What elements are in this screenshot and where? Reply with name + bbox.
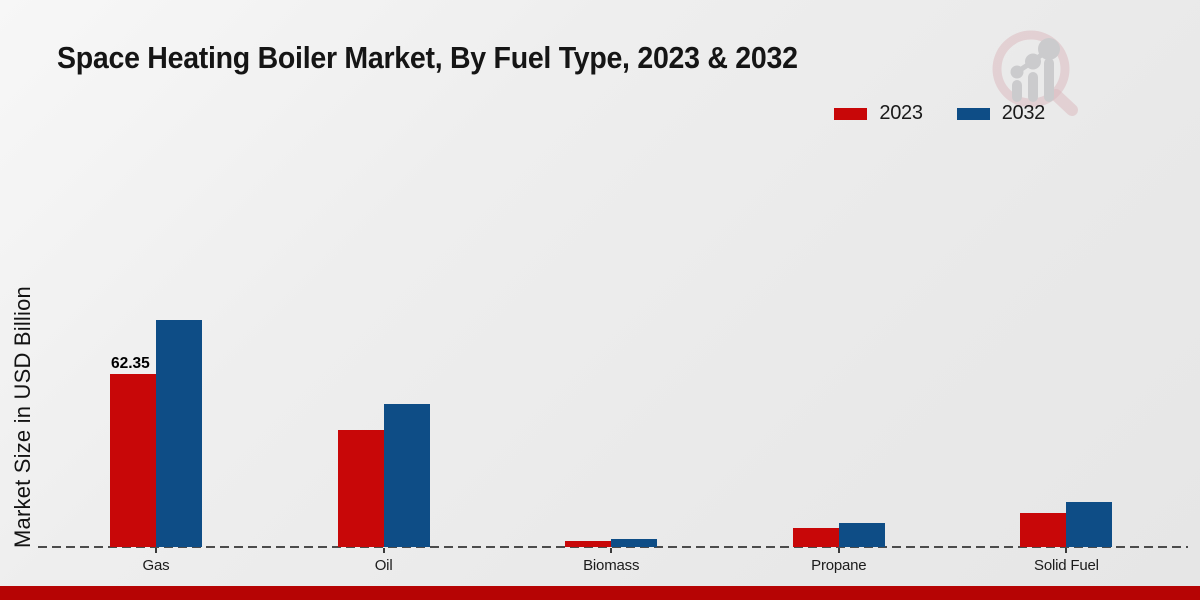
bar-2032-biomass [611,538,658,547]
legend-item-2023: 2023 [834,102,923,125]
bar-2023-gas [110,374,156,547]
x-axis-label-solid-fuel: Solid Fuel [1034,557,1099,574]
x-axis-label-biomass: Biomass [583,557,640,574]
bar-2023-propane [792,528,839,547]
legend: 2023 2032 [834,102,1045,125]
x-axis-label-oil: Oil [374,557,393,574]
bar-2023-oil [337,429,384,547]
x-axis-tick-biomass [610,548,613,553]
legend-swatch-2023 [834,107,868,120]
x-axis-tick-gas [155,548,157,553]
chart-title: Space Heating Boiler Market, By Fuel Typ… [57,40,798,75]
bar-2032-solid-fuel [1066,502,1113,547]
x-axis-baseline [38,546,1188,548]
bar-2032-oil [383,404,430,547]
x-axis-tick-oil [382,548,385,553]
legend-item-2032: 2032 [956,102,1046,125]
x-axis-label-propane: Propane [811,557,867,574]
x-axis-label-gas: Gas [142,557,170,574]
bar-2032-gas [156,320,202,547]
legend-swatch-2032 [956,107,990,120]
x-axis-tick-solid-fuel [1065,548,1068,553]
bar-value-label-2023-gas: 62.35 [111,355,150,372]
x-axis-tick-propane [837,548,840,553]
bar-2032-propane [838,522,885,547]
legend-label-2032: 2032 [1001,102,1046,124]
bar-2023-solid-fuel [1020,512,1067,547]
legend-label-2023: 2023 [879,102,923,124]
y-axis-label: Market Size in USD Billion [10,286,35,548]
footer-accent-bar [0,586,1200,600]
bar-2023-biomass [565,541,612,547]
magnifier-growth-logo-watermark [992,30,1078,116]
